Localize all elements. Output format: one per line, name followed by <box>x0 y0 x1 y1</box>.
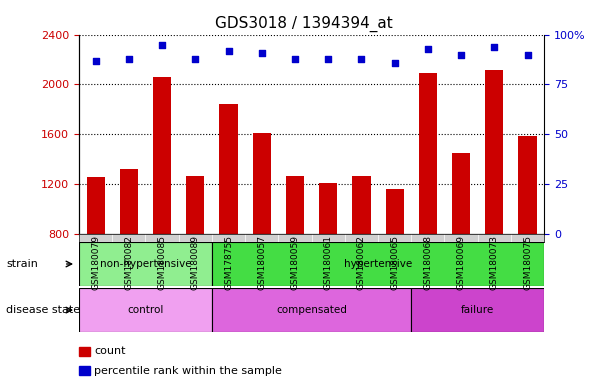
Point <box>157 41 167 48</box>
Bar <box>385 189 404 234</box>
Text: non-hypertensive: non-hypertensive <box>100 259 192 269</box>
Bar <box>286 176 304 234</box>
Point <box>423 45 433 51</box>
Bar <box>212 242 544 286</box>
Point <box>257 50 267 56</box>
Point <box>91 58 100 64</box>
Text: GSM180075: GSM180075 <box>523 235 532 290</box>
Text: GSM180079: GSM180079 <box>91 235 100 290</box>
Point <box>356 55 366 61</box>
Text: GSM180065: GSM180065 <box>390 235 399 290</box>
Bar <box>411 288 544 332</box>
Text: percentile rank within the sample: percentile rank within the sample <box>94 366 282 376</box>
Text: failure: failure <box>461 305 494 315</box>
Text: hypertensive: hypertensive <box>344 259 412 269</box>
Bar <box>419 73 437 234</box>
Text: GDS3018 / 1394394_at: GDS3018 / 1394394_at <box>215 15 393 31</box>
Bar <box>485 70 503 234</box>
Bar <box>79 288 212 332</box>
Point <box>224 48 233 54</box>
Text: GSM180061: GSM180061 <box>323 235 333 290</box>
Bar <box>452 153 470 234</box>
Bar <box>86 177 105 234</box>
Text: disease state: disease state <box>6 305 80 315</box>
Text: GSM180062: GSM180062 <box>357 235 366 290</box>
Text: GSM180073: GSM180073 <box>490 235 499 290</box>
Text: GSM180059: GSM180059 <box>291 235 300 290</box>
Text: GSM180057: GSM180057 <box>257 235 266 290</box>
Text: count: count <box>94 346 126 356</box>
Bar <box>153 77 171 234</box>
Point <box>290 55 300 61</box>
Bar <box>79 242 212 286</box>
Point <box>390 60 399 66</box>
Text: GSM178755: GSM178755 <box>224 235 233 290</box>
Text: GSM180068: GSM180068 <box>423 235 432 290</box>
Bar <box>319 183 337 234</box>
Bar <box>212 288 411 332</box>
Point <box>323 55 333 61</box>
Text: GSM180069: GSM180069 <box>457 235 466 290</box>
Text: strain: strain <box>6 259 38 269</box>
Point <box>190 55 200 61</box>
Bar <box>253 132 271 234</box>
Text: control: control <box>127 305 164 315</box>
Point <box>489 43 499 50</box>
Bar <box>519 136 537 234</box>
Text: GSM180089: GSM180089 <box>191 235 200 290</box>
Bar <box>186 175 204 234</box>
Point <box>523 51 533 58</box>
Point <box>124 55 134 61</box>
Bar <box>352 176 370 234</box>
Bar <box>120 169 138 234</box>
Text: GSM180085: GSM180085 <box>157 235 167 290</box>
Text: GSM180082: GSM180082 <box>125 235 133 290</box>
Bar <box>219 104 238 234</box>
Text: compensated: compensated <box>276 305 347 315</box>
Point <box>456 51 466 58</box>
